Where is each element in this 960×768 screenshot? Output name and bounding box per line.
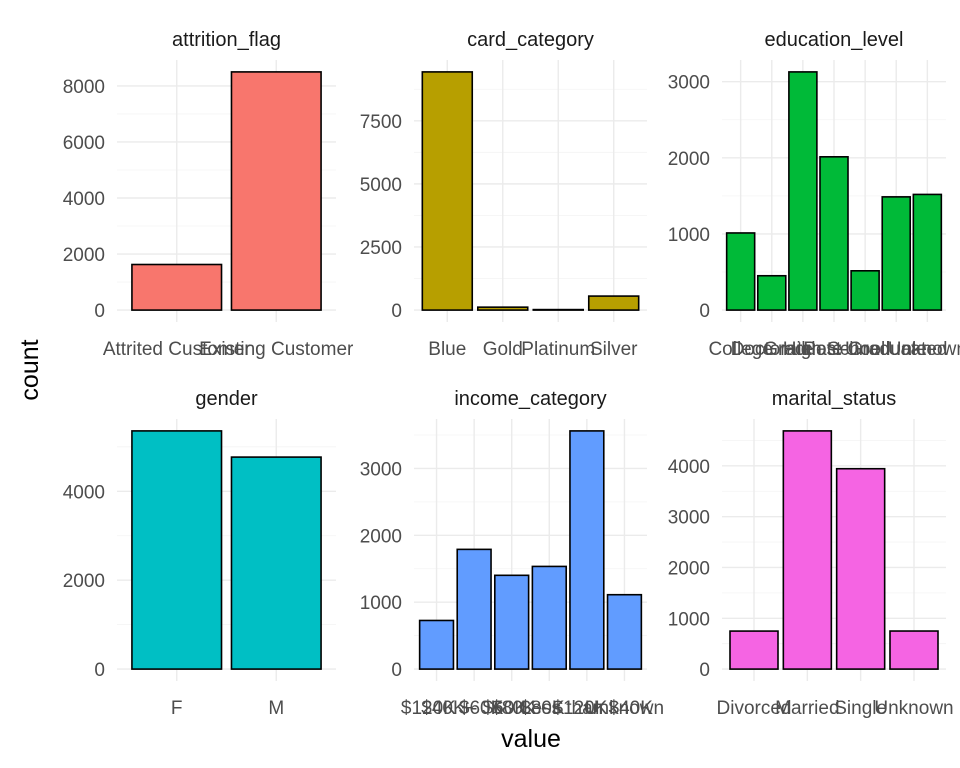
y-tick-label: 1000 xyxy=(668,225,710,246)
x-tick-label: F xyxy=(171,698,183,719)
y-tick-label: 2500 xyxy=(360,238,402,259)
bar-college xyxy=(725,232,756,311)
x-tick-label: College xyxy=(708,339,772,360)
bar-married xyxy=(782,430,833,670)
y-tick-label: 0 xyxy=(699,660,710,681)
bar--80k-120k xyxy=(531,565,568,670)
y-tick-label: 4000 xyxy=(63,482,105,503)
y-tick-label: 0 xyxy=(391,301,402,322)
x-tick-label: Gold xyxy=(483,339,523,360)
panel-title: education_level xyxy=(765,29,904,51)
x-tick-label: Uneducated xyxy=(845,339,947,360)
bar-less-than-40k xyxy=(569,430,605,670)
bar-unknown xyxy=(889,630,939,670)
panel-title: attrition_flag xyxy=(172,29,281,51)
y-axis-title: count xyxy=(16,339,44,400)
bar-f xyxy=(131,430,223,670)
x-tick-label: High School xyxy=(783,339,885,360)
bar-uneducated xyxy=(881,196,912,311)
panel-income-category: 0 1000 2000 3000 $120K +$40K - $60K$60K - $8… xyxy=(360,388,664,719)
x-tick-label: Unknown xyxy=(888,339,960,360)
bar--120k- xyxy=(418,619,455,670)
bar-unknown xyxy=(912,193,943,311)
bar-divorced xyxy=(729,630,779,670)
bar-m xyxy=(230,456,322,670)
bar-existing-customer xyxy=(230,71,322,311)
x-tick-label: Unknown xyxy=(585,698,664,719)
x-tick-label: $80K - $120K xyxy=(491,698,608,719)
y-tick-label: 0 xyxy=(699,301,710,322)
bar-gold xyxy=(476,306,529,311)
panel-education-level: 0 1000 2000 3000 CollegeDoctorateGraduateHig… xyxy=(668,29,960,360)
bar-silver xyxy=(587,295,640,311)
x-tick-label: Platinum xyxy=(521,339,595,360)
x-tick-label: Doctorate xyxy=(731,339,813,360)
y-tick-label: 0 xyxy=(94,660,105,681)
y-tick-label: 2000 xyxy=(668,149,710,170)
x-tick-label: $40K - $60K xyxy=(421,698,527,719)
y-tick-label: 1000 xyxy=(360,593,402,614)
y-tick-label: 1000 xyxy=(668,609,710,630)
x-tick-label: Divorced xyxy=(717,698,792,719)
y-tick-label: 0 xyxy=(94,301,105,322)
bar-post-graduate xyxy=(850,270,880,311)
y-tick-label: 3000 xyxy=(668,508,710,529)
x-tick-label: Graduate xyxy=(763,339,842,360)
bar-attrited-customer xyxy=(131,263,223,311)
bar-platinum xyxy=(532,308,585,311)
x-tick-label: Blue xyxy=(428,339,466,360)
y-tick-label: 2000 xyxy=(63,571,105,592)
x-tick-label: $60K - $80K xyxy=(459,698,565,719)
x-tick-label: Post-Graduate xyxy=(803,339,927,360)
y-tick-label: 4000 xyxy=(668,457,710,478)
bar--40k-60k xyxy=(456,548,492,670)
y-tick-label: 2000 xyxy=(63,245,105,266)
x-tick-label: Silver xyxy=(590,339,638,360)
bar--60k-80k xyxy=(493,574,530,670)
chart-panels: 0 2000 4000 6000 8000 Attrited CustomerExisti… xyxy=(63,29,960,719)
x-tick-label: Attrited Customer xyxy=(103,339,251,360)
x-tick-label: M xyxy=(268,698,284,719)
x-tick-label: $120K + xyxy=(401,698,472,719)
y-tick-label: 0 xyxy=(391,660,402,681)
x-tick-label: Married xyxy=(775,698,839,719)
bar-unknown xyxy=(606,593,643,670)
y-tick-label: 3000 xyxy=(360,459,402,480)
y-tick-label: 4000 xyxy=(63,189,105,210)
panel-title: gender xyxy=(195,388,258,410)
x-tick-label: Existing Customer xyxy=(199,339,354,360)
bar-single xyxy=(835,467,886,670)
panel-attrition-flag: 0 2000 4000 6000 8000 Attrited CustomerExisti… xyxy=(63,29,354,360)
panel-title: income_category xyxy=(454,388,606,410)
y-tick-label: 6000 xyxy=(63,133,105,154)
x-tick-label: Unknown xyxy=(874,698,953,719)
bar-graduate xyxy=(788,71,818,311)
panel-title: marital_status xyxy=(772,388,897,410)
y-tick-label: 7500 xyxy=(360,112,402,133)
bar-blue xyxy=(421,71,474,311)
y-tick-label: 2000 xyxy=(360,526,402,547)
y-tick-label: 2000 xyxy=(668,558,710,579)
bar-doctorate xyxy=(756,274,787,311)
panel-marital-status: 0 1000 2000 3000 4000 DivorcedMarriedSingleUn… xyxy=(668,388,954,719)
x-tick-label: Less than $40K xyxy=(521,698,653,719)
y-tick-label: 5000 xyxy=(360,175,402,196)
panel-title: card_category xyxy=(467,29,594,51)
x-tick-label: Single xyxy=(834,698,887,719)
x-axis-title: value xyxy=(501,725,561,753)
y-tick-label: 8000 xyxy=(63,77,105,98)
bar-high-school xyxy=(819,156,849,311)
y-tick-label: 3000 xyxy=(668,73,710,94)
